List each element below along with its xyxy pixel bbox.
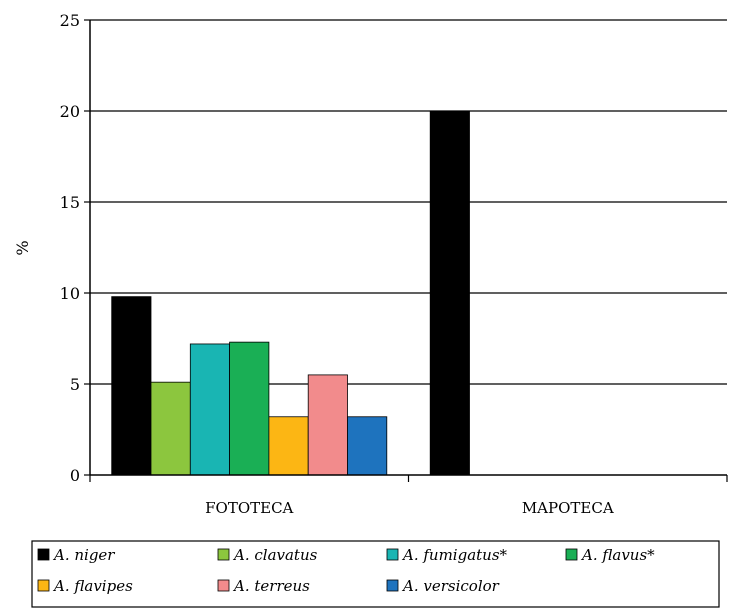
legend-swatch (37, 579, 50, 592)
legend-label: A. clavatus (232, 546, 318, 564)
bar (189, 343, 231, 476)
y-axis-title: % (13, 240, 32, 255)
legend-swatch (37, 548, 50, 561)
y-tick-labels: 0 5 10 15 20 25 (60, 11, 80, 485)
bar (307, 374, 348, 476)
legend-label: A. terreus (232, 577, 310, 595)
legend-label: A. flavus* (580, 546, 655, 564)
legend-label: A. versicolor (401, 577, 500, 595)
bar (229, 341, 270, 476)
legend-swatch (386, 548, 399, 561)
y-tick-label: 15 (60, 193, 80, 212)
y-tick-label: 25 (60, 11, 80, 30)
bar (150, 381, 191, 476)
category-labels: FOTOTECA MAPOTECA (205, 499, 614, 517)
bar (429, 110, 470, 476)
category-label: MAPOTECA (522, 499, 614, 517)
y-tick-label: 10 (60, 284, 80, 303)
y-tick-label: 5 (70, 375, 80, 394)
y-tick-label: 0 (70, 466, 80, 485)
bar (111, 296, 152, 476)
legend-swatch (386, 579, 399, 592)
y-tick-label: 20 (60, 102, 80, 121)
legend-label: A. fumigatus* (401, 546, 508, 564)
legend-label: A. niger (52, 546, 115, 564)
legend-swatch (217, 548, 230, 561)
gridlines (90, 19, 727, 385)
category-label: FOTOTECA (205, 499, 293, 517)
legend-box (31, 540, 720, 608)
axes (84, 19, 728, 482)
bars (111, 110, 470, 476)
legend-swatch (217, 579, 230, 592)
legend-swatch (565, 548, 578, 561)
legend-label: A. flavipes (52, 577, 133, 595)
legend: A. niger A. clavatus A. fumigatus* A. flavu… (31, 540, 720, 608)
bar (268, 416, 309, 476)
bar (347, 416, 388, 476)
